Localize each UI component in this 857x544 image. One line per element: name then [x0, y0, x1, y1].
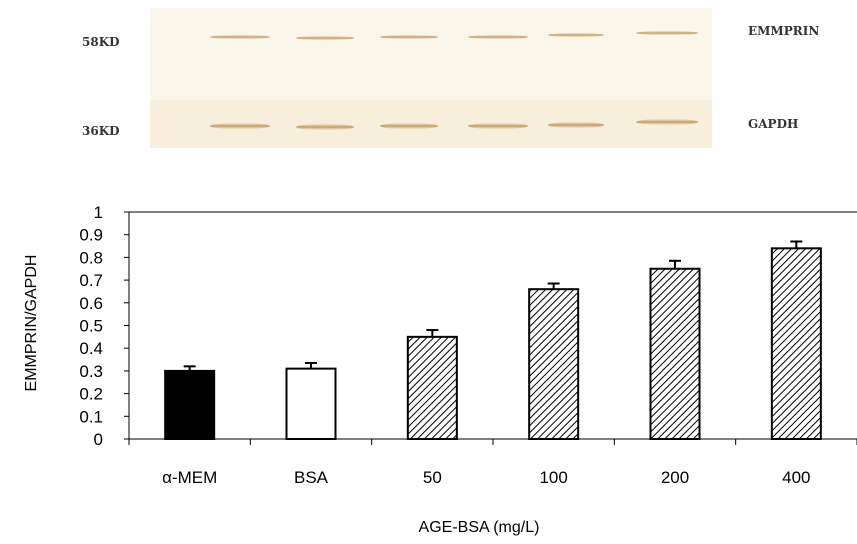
band-label-gapdh: GAPDH	[748, 117, 798, 131]
y-axis-ticks: 0 0.1 0.2 0.3 0.4 0.5 0.6 0.7 0.8 0.9 1	[79, 203, 129, 449]
gapdh-band	[380, 122, 438, 130]
y-tick-label: 0.5	[79, 317, 103, 336]
y-axis-title: EMMPRIN/GAPDH	[23, 255, 40, 392]
gapdh-band	[468, 122, 528, 130]
emmprin-band	[468, 34, 528, 40]
y-tick-label: 0.8	[79, 248, 103, 267]
bar	[770, 247, 822, 440]
bar	[164, 369, 216, 440]
emmprin-band	[210, 34, 270, 40]
gapdh-band	[636, 118, 698, 126]
y-tick-label: 0.2	[79, 385, 103, 404]
emmprin-band	[636, 30, 698, 36]
x-tick-label: 50	[423, 468, 442, 487]
bar	[285, 367, 337, 441]
y-tick-label: 0.3	[79, 362, 103, 381]
western-blot: 58KD 36KD EMMPRIN GAPDH	[82, 8, 819, 148]
x-tick-label: 200	[661, 468, 689, 487]
y-tick-label: 0.6	[79, 294, 103, 313]
y-tick-label: 0	[94, 430, 103, 449]
marker-36kd: 36KD	[82, 124, 120, 138]
bar	[406, 335, 458, 441]
gapdh-band	[210, 122, 270, 130]
x-axis-ticks: α-MEM BSA 50 100 200 400	[128, 439, 857, 487]
x-tick-label: α-MEM	[162, 468, 217, 487]
plot-frame	[128, 211, 857, 440]
emmprin-bands	[210, 30, 698, 41]
x-tick-label: 100	[539, 468, 567, 487]
bar	[649, 267, 701, 440]
emmprin-band	[548, 32, 604, 38]
gapdh-bands	[210, 118, 698, 131]
y-tick-label: 0.9	[79, 226, 103, 245]
bars	[164, 247, 822, 441]
x-tick-label: BSA	[294, 468, 329, 487]
x-tick-label: 400	[782, 468, 810, 487]
marker-58kd: 58KD	[82, 35, 120, 49]
emmprin-band	[296, 35, 354, 41]
y-tick-label: 0.7	[79, 271, 103, 290]
gapdh-band	[548, 121, 604, 129]
x-axis-title: AGE-BSA (mg/L)	[419, 519, 540, 536]
y-tick-label: 0.1	[79, 407, 103, 426]
band-label-emmprin: EMMPRIN	[748, 24, 819, 38]
emmprin-band	[380, 34, 438, 40]
error-bars	[183, 240, 803, 371]
y-tick-label: 1	[94, 203, 103, 222]
bar	[528, 288, 580, 440]
y-tick-label: 0.4	[79, 339, 103, 358]
gapdh-band	[296, 123, 354, 131]
